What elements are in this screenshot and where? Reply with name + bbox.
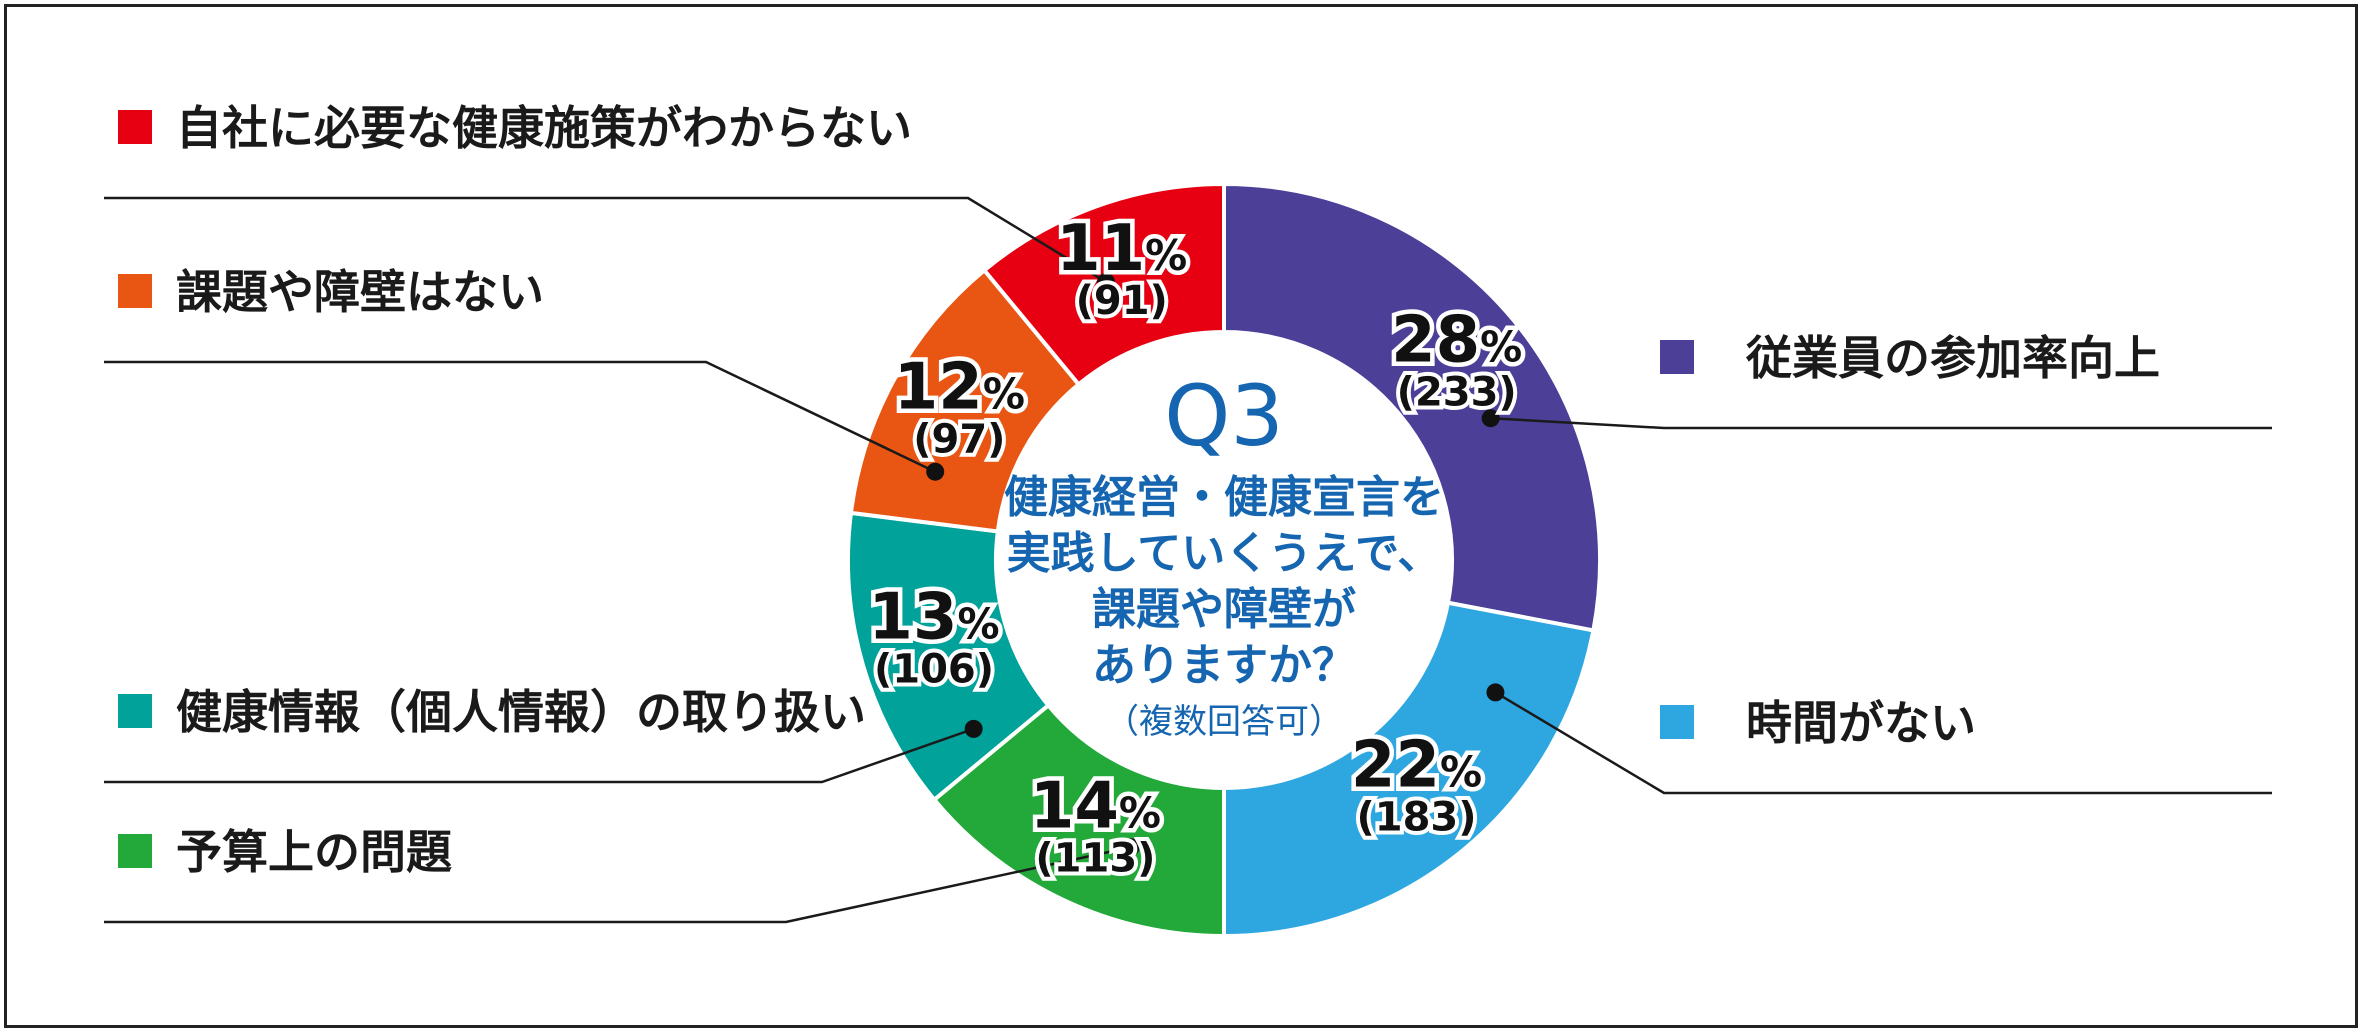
- legend-label-0: 従業員の参加率向上: [1745, 331, 2160, 385]
- pct-label-5: 11%: [1056, 212, 1187, 286]
- donut-slices: [846, 181, 1602, 939]
- legend-label-3: 健康情報（個人情報）の取り扱い: [176, 685, 866, 739]
- legend-swatch-2: [118, 834, 152, 868]
- leader-dot-0: [1481, 409, 1500, 428]
- pct-label-1: 22%: [1351, 729, 1482, 803]
- center-note: （複数回答可）: [1105, 702, 1343, 742]
- leader-line-4: [104, 360, 936, 473]
- leader-dot-2: [1121, 838, 1140, 857]
- count-label-0: (233): [1397, 369, 1517, 415]
- center-line-3: 課題や障壁が: [1092, 584, 1356, 635]
- legend-swatch-4: [118, 274, 152, 308]
- center-line-4: ありますか？: [1092, 640, 1356, 691]
- leader-lines: [104, 196, 2272, 924]
- slice-0: [1222, 181, 1602, 633]
- legend-swatch-0: [1660, 340, 1694, 374]
- leader-line-3: [104, 727, 975, 784]
- center-line-1: 健康経営・健康宣言を: [1004, 472, 1444, 523]
- count-label-2: (113): [1035, 835, 1155, 881]
- count-label-1: (183): [1356, 795, 1476, 841]
- slice-3: [846, 510, 1052, 803]
- pct-label-4: 12%: [894, 351, 1025, 425]
- count-label-5: (91): [1076, 278, 1168, 324]
- value-labels: 28%(233) 22%(183) 14%(113) 13%(106) 12%(97) 1…: [864, 207, 1527, 885]
- legend-swatch-5: [118, 110, 152, 144]
- pct-label-3: 13%: [868, 580, 999, 654]
- legend-label-1: 時間がない: [1746, 696, 1976, 750]
- leader-line-2: [104, 845, 1131, 924]
- leader-line-1: [1494, 691, 2272, 795]
- leader-dot-4: [926, 462, 945, 481]
- legend-label-5: 自社に必要な健康施策がわからない: [176, 101, 912, 155]
- leader-line-0: [1490, 416, 2272, 430]
- leader-dot-1: [1486, 683, 1505, 702]
- leader-line-5: [104, 196, 1107, 284]
- slice-2: [931, 702, 1226, 939]
- legend-swatch-3: [118, 694, 152, 728]
- pct-label-2: 14%: [1030, 769, 1161, 843]
- center-q: Q3: [1164, 367, 1284, 465]
- legend-label-2: 予算上の問題: [176, 825, 452, 879]
- count-label-4: (97): [913, 417, 1005, 463]
- count-label-3: (106): [874, 646, 994, 692]
- leader-dot-3: [964, 719, 983, 738]
- legend-swatch-1: [1660, 705, 1694, 739]
- center-line-2: 実践していくうえで、: [1007, 528, 1442, 579]
- center-question: Q3 健康経営・健康宣言を 実践していくうえで、 課題や障壁が ありますか？ （…: [1004, 367, 1444, 742]
- leader-dot-5: [1096, 273, 1115, 292]
- pct-label-0: 28%: [1391, 303, 1522, 377]
- legend: 従業員の参加率向上時間がない予算上の問題健康情報（個人情報）の取り扱い課題や障壁…: [118, 101, 2160, 879]
- legend-label-4: 課題や障壁はない: [176, 265, 544, 319]
